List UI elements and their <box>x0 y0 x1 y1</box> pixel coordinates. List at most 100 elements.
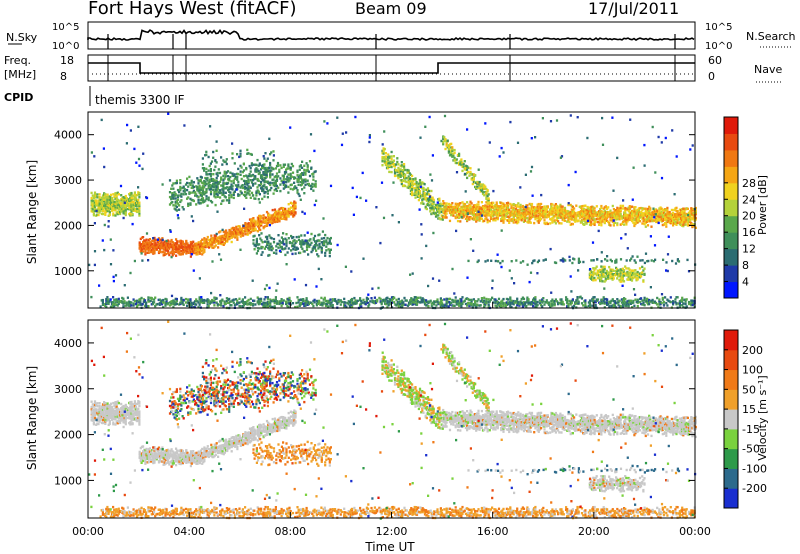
power-cell <box>549 208 552 211</box>
power-cell <box>571 205 574 209</box>
power-cell <box>282 187 285 190</box>
power-cell <box>528 209 531 212</box>
power-cell <box>433 212 436 215</box>
power-cell <box>188 249 191 252</box>
power-cell <box>189 191 192 194</box>
power-cell <box>296 170 299 174</box>
power-cell <box>132 206 135 209</box>
power-cell <box>514 218 518 222</box>
power-cell <box>557 214 560 217</box>
power-cell <box>481 183 485 186</box>
power-cell <box>636 274 639 277</box>
power-cell <box>495 305 498 308</box>
power-cell <box>459 202 462 205</box>
power-cell <box>178 247 181 250</box>
power-cell <box>213 192 216 196</box>
power-cell <box>170 238 173 242</box>
power-cell <box>115 194 118 197</box>
power-cell <box>295 186 298 190</box>
power-cell <box>287 185 290 189</box>
power-cell <box>530 215 534 219</box>
power-cell <box>624 265 627 268</box>
power-cell <box>272 251 276 254</box>
power-cell <box>230 195 233 199</box>
power-cell <box>590 212 593 215</box>
power-cell <box>495 201 498 204</box>
power-cell <box>656 211 659 214</box>
power-cell <box>472 177 475 180</box>
power-cell <box>661 213 664 217</box>
power-cell <box>455 213 458 217</box>
power-cell <box>553 300 556 303</box>
power-cell <box>491 203 494 207</box>
power-cell <box>509 213 512 217</box>
power-cell <box>276 220 279 223</box>
power-cell <box>682 223 685 226</box>
power-cell <box>604 212 607 216</box>
power-cell <box>201 301 205 304</box>
power-cell <box>123 209 126 212</box>
power-cell <box>405 180 408 184</box>
power-cell <box>219 196 222 199</box>
power-cell <box>445 204 448 208</box>
power-cell <box>584 211 587 214</box>
power-cell <box>290 175 293 178</box>
power-cell <box>242 231 245 235</box>
power-cell <box>198 190 201 193</box>
power-cell <box>138 212 141 215</box>
power-cell <box>578 216 581 220</box>
power-cell <box>240 177 243 181</box>
power-cell <box>606 216 609 219</box>
power-cell <box>413 187 416 190</box>
power-cell <box>568 220 571 224</box>
power-cell <box>194 247 197 250</box>
power-cell <box>148 238 151 241</box>
power-cell <box>212 241 215 244</box>
power-cell <box>180 296 183 300</box>
power-cell <box>492 219 495 222</box>
power-cell <box>602 272 605 275</box>
power-cell <box>452 299 455 302</box>
power-cell <box>155 248 158 251</box>
power-cell <box>275 210 278 213</box>
power-cell <box>439 208 442 211</box>
power-cell <box>524 304 527 307</box>
power-cell <box>206 179 209 182</box>
power-cell <box>616 272 619 275</box>
power-cell <box>254 223 257 227</box>
power-cell <box>209 190 213 194</box>
power-cell <box>547 212 551 216</box>
power-cell <box>613 209 617 212</box>
power-cell <box>397 163 400 166</box>
power-cell <box>291 241 294 245</box>
noise-panel: N.Sky 10^5 10^0 10^5 10^0 N.Search <box>6 21 796 52</box>
power-cell <box>117 301 120 304</box>
power-cell <box>106 193 109 196</box>
power-cell <box>527 219 530 222</box>
power-cell <box>325 245 328 248</box>
power-cell <box>379 297 382 301</box>
power-cell <box>627 267 630 270</box>
power-cell <box>511 210 514 213</box>
power-cell <box>114 301 117 304</box>
power-cell <box>221 234 224 238</box>
power-cell <box>627 206 630 209</box>
power-cell <box>514 300 518 303</box>
power-cell <box>269 216 272 219</box>
power-cell <box>421 186 424 189</box>
power-cell <box>207 246 211 249</box>
power-cell <box>185 247 188 251</box>
power-cell <box>202 247 205 250</box>
power-cell <box>488 206 491 209</box>
power-cell <box>594 214 597 217</box>
power-cell <box>424 205 427 209</box>
power-cell <box>613 221 617 224</box>
power-cell <box>296 189 299 192</box>
power-cell <box>588 219 592 222</box>
power-cell <box>658 207 661 210</box>
power-cell <box>209 239 212 242</box>
power-cell <box>590 223 593 227</box>
power-cell <box>487 197 490 200</box>
power-cell <box>428 189 431 193</box>
power-cell <box>582 207 585 211</box>
